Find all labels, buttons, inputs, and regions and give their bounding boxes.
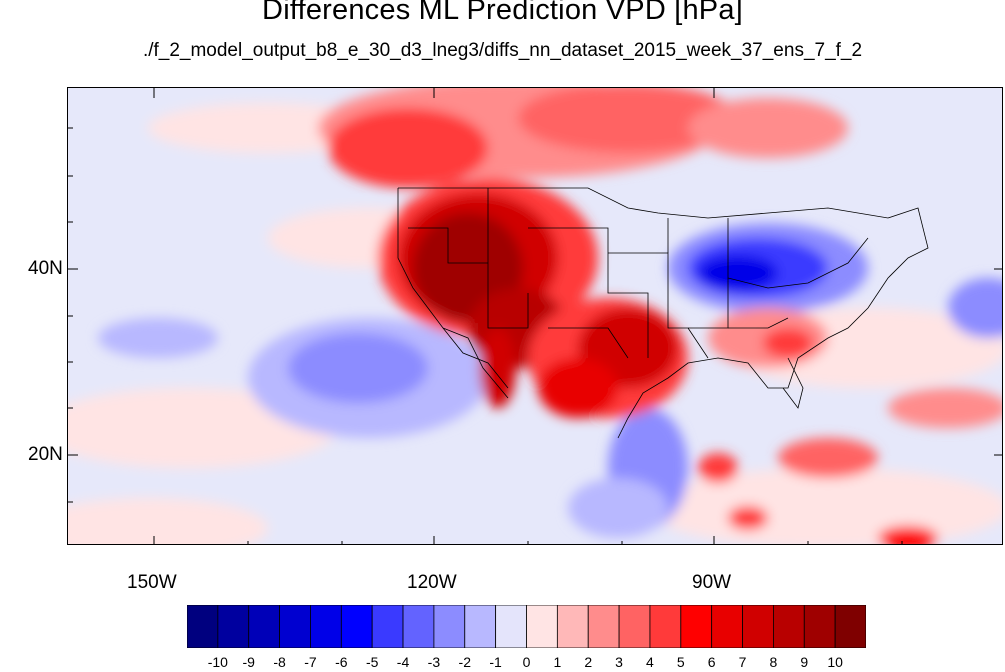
colorbar-swatches <box>186 604 867 649</box>
colorbar-swatch <box>402 604 435 649</box>
colorbar-tick-label: 5 <box>676 654 685 670</box>
lon-label-150w: 150W <box>127 572 177 593</box>
vpd-difference-map <box>67 87 1003 545</box>
colorbar-swatch <box>587 604 620 649</box>
lat-label-20n: 20N <box>28 444 63 465</box>
colorbar-tick-label: -9 <box>242 654 255 670</box>
figure-title: Differences ML Prediction VPD [hPa] <box>262 0 743 26</box>
colorbar-swatch <box>371 604 404 649</box>
colorbar-tick-label: -1 <box>489 654 502 670</box>
colorbar-tick-label: 4 <box>646 654 654 670</box>
map-field <box>68 88 1002 544</box>
colorbar-swatch <box>556 604 589 649</box>
colorbar-swatch <box>464 604 497 649</box>
colorbar-tick-label: -4 <box>396 654 410 670</box>
lon-label-120w: 120W <box>407 572 457 593</box>
colorbar-tick-label: 7 <box>738 654 747 670</box>
colorbar <box>186 604 867 649</box>
colorbar-tick-label: 10 <box>827 654 843 670</box>
colorbar-tick-label: -2 <box>458 654 471 670</box>
colorbar-swatch <box>803 604 836 649</box>
lon-label-90w: 90W <box>692 572 732 593</box>
colorbar-swatch <box>310 604 342 649</box>
colorbar-swatch <box>279 604 311 649</box>
colorbar-tick-label: -6 <box>335 654 348 670</box>
colorbar-swatch <box>680 604 713 649</box>
colorbar-swatch <box>711 604 743 649</box>
colorbar-tick-label: -10 <box>207 654 228 670</box>
colorbar-swatch <box>248 604 280 649</box>
tick-marks <box>68 88 1002 544</box>
colorbar-tick-label: 2 <box>584 654 593 670</box>
lat-label-40n: 40N <box>28 258 63 279</box>
colorbar-tick-label: 6 <box>707 654 716 670</box>
colorbar-swatch <box>340 604 373 649</box>
colorbar-tick-label: -7 <box>304 654 317 670</box>
colorbar-tick-label: -5 <box>365 654 379 670</box>
coastlines <box>397 187 929 439</box>
colorbar-tick-label: 9 <box>800 654 809 670</box>
colorbar-swatch <box>773 604 805 649</box>
colorbar-swatch <box>649 604 682 649</box>
colorbar-tick-label: 8 <box>769 654 778 670</box>
colorbar-tick-label: 3 <box>615 654 623 670</box>
colorbar-swatch <box>834 604 867 649</box>
colorbar-tick-label: 0 <box>522 654 531 670</box>
colorbar-tick-label: 1 <box>553 654 562 670</box>
colorbar-swatch <box>433 604 466 649</box>
colorbar-swatch <box>742 604 774 649</box>
colorbar-tick-label: -8 <box>273 654 286 670</box>
colorbar-swatch <box>618 604 651 649</box>
colorbar-swatch <box>495 604 527 649</box>
figure-subtitle: ./f_2_model_output_b8_e_30_d3_lneg3/diff… <box>142 40 863 61</box>
colorbar-swatch <box>217 604 250 649</box>
colorbar-tick-label: -3 <box>427 654 441 670</box>
colorbar-swatch <box>526 604 558 649</box>
colorbar-swatch <box>186 604 219 649</box>
